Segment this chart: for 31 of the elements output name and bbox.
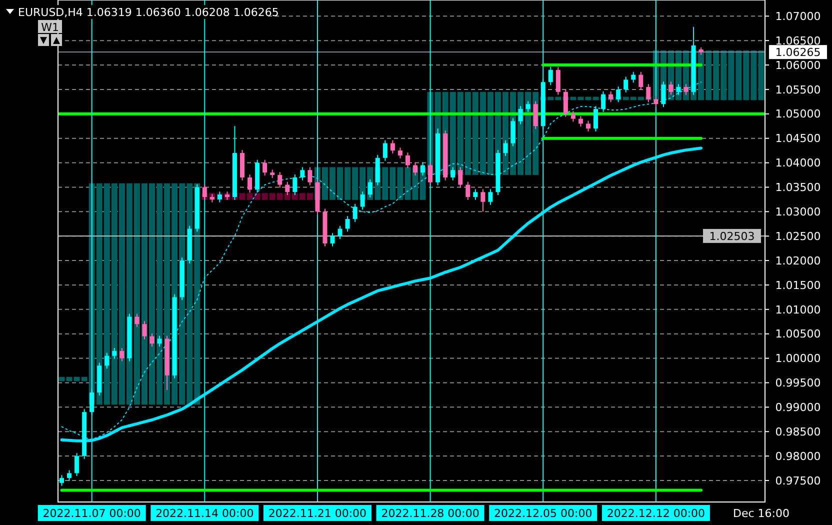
annotation: W1	[41, 20, 59, 34]
y-tick-label: 1.06000	[775, 58, 821, 72]
y-tick-label: 0.97500	[775, 474, 821, 488]
x-tick-label: 2022.11.28 00:00	[381, 506, 480, 520]
x-tick-label: Dec 16:00	[732, 506, 790, 520]
x-tick-label: 2022.11.14 00:00	[156, 506, 254, 520]
y-tick-label: 0.99500	[775, 376, 821, 390]
y-tick-label: 1.01500	[775, 278, 821, 292]
y-tick-label: 1.04000	[775, 156, 821, 170]
y-tick-label: 1.02000	[775, 254, 821, 268]
y-tick-label: 1.01000	[775, 303, 821, 316]
ref-line-label: 1.06265	[775, 46, 821, 59]
x-tick-label: 2022.11.21 00:00	[268, 506, 367, 520]
x-tick-label: 2022.12.12 00:00	[606, 506, 706, 520]
ref-line-label: 1.02503	[709, 230, 755, 243]
y-tick-label: 0.98500	[775, 425, 821, 438]
y-tick-label: 1.04500	[775, 132, 821, 146]
y-tick-label: 1.02500	[775, 230, 821, 243]
x-tick-label: 2022.11.07 00:00	[42, 506, 141, 520]
y-tick-label: 0.99000	[775, 401, 821, 414]
x-tick-label: 2022.12.05 00:00	[494, 506, 592, 520]
y-tick-label: 1.00500	[775, 328, 821, 341]
y-tick-label: 1.05500	[775, 83, 821, 96]
y-tick-label: 1.06500	[775, 34, 821, 48]
text: EURUSD,H4 1.06319 1.06360 1.06208 1.06265	[18, 6, 279, 19]
y-tick-label: 1.07000	[775, 10, 821, 23]
y-tick-label: 1.00000	[775, 352, 821, 366]
y-tick-label: 0.98000	[775, 450, 821, 463]
y-tick-label: 1.05000	[775, 108, 821, 121]
y-tick-label: 1.03000	[775, 206, 821, 218]
y-tick-label: 1.03500	[775, 181, 821, 194]
